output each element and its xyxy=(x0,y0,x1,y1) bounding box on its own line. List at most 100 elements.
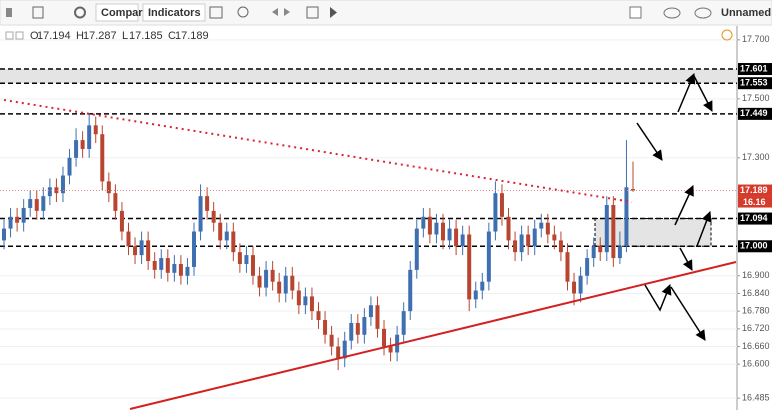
trend-line-solid[interactable] xyxy=(129,261,737,410)
templates-button[interactable] xyxy=(209,6,223,19)
candle-body xyxy=(513,240,518,253)
price-zone xyxy=(0,69,737,84)
y-tick-label: 16.720 xyxy=(742,323,770,333)
candle-body xyxy=(231,231,236,253)
candle-body xyxy=(106,181,111,194)
candle-body xyxy=(493,193,498,232)
legend-toggle[interactable] xyxy=(5,31,14,40)
candle-body xyxy=(270,269,275,282)
candle-body xyxy=(250,255,255,276)
replay-button[interactable] xyxy=(330,7,337,18)
ohlc-value: 17.185 xyxy=(129,30,163,42)
countdown-label: 16.16 xyxy=(743,197,766,207)
arrow[interactable] xyxy=(636,122,663,161)
candle-body xyxy=(277,281,282,294)
candle-body xyxy=(244,255,249,264)
level-label: 17.449 xyxy=(740,108,768,118)
level-label: 17.601 xyxy=(740,63,768,73)
level-label: 17.000 xyxy=(740,241,768,251)
fullscreen-button[interactable] xyxy=(306,6,319,19)
candle-body xyxy=(15,216,20,223)
candle-body xyxy=(624,187,629,247)
arrow[interactable] xyxy=(679,247,693,271)
candle-body xyxy=(34,199,39,211)
ohlc-value: 17.287 xyxy=(83,30,117,42)
y-tick-label: 16.600 xyxy=(742,359,770,369)
candle-body xyxy=(506,216,511,241)
legend-toggle[interactable] xyxy=(15,31,24,40)
candle-body xyxy=(467,234,472,300)
candle-body xyxy=(133,246,138,256)
layout-name[interactable]: Unnamed xyxy=(721,7,771,19)
level-label-bg xyxy=(738,63,772,76)
candle-body xyxy=(74,140,79,158)
candle-body xyxy=(617,246,622,259)
arrow[interactable] xyxy=(644,284,672,312)
indicators-button[interactable] xyxy=(142,3,206,22)
arrow[interactable] xyxy=(670,286,706,341)
level-label-bg xyxy=(738,212,772,225)
candle-body xyxy=(473,290,478,300)
candle-body xyxy=(146,240,151,262)
level-label-bg xyxy=(738,107,772,120)
ohlc-value: 17.189 xyxy=(175,30,209,42)
arrow[interactable] xyxy=(674,185,694,226)
ohlc-legend: O17.194 H 17.287 L 17.185 C 17.189 xyxy=(30,30,209,42)
candle-body xyxy=(290,275,295,291)
candle-body xyxy=(480,281,485,291)
candle-body xyxy=(427,216,432,235)
chart-style-button[interactable] xyxy=(32,6,44,19)
compare-label: Compare xyxy=(101,7,149,19)
candle-body xyxy=(309,296,314,312)
level-label: 17.553 xyxy=(740,78,768,88)
candle-body xyxy=(257,275,262,288)
last-price-bg xyxy=(738,184,772,197)
candle-body xyxy=(519,234,524,253)
candle-body xyxy=(67,157,72,176)
candles xyxy=(0,113,737,371)
candle-body xyxy=(552,234,557,241)
indicators-label: Indicators xyxy=(148,7,201,19)
trend-line-dotted[interactable] xyxy=(3,99,633,203)
arrow[interactable] xyxy=(693,75,713,112)
arrow[interactable] xyxy=(677,73,696,113)
candle-body xyxy=(47,187,52,197)
undo-redo-buttons[interactable] xyxy=(272,8,290,16)
alert-button[interactable] xyxy=(237,6,249,18)
candle-body xyxy=(28,199,33,208)
settings-button[interactable] xyxy=(74,6,86,19)
candle-body xyxy=(264,269,269,288)
arrow[interactable] xyxy=(696,211,712,247)
candle-body xyxy=(41,196,46,211)
y-tick-label: 17.500 xyxy=(742,93,770,103)
interval-button[interactable] xyxy=(6,8,12,17)
countdown-bg xyxy=(738,196,772,208)
arrows xyxy=(636,73,713,341)
candle-body xyxy=(192,231,197,267)
candle-body xyxy=(152,261,157,270)
candle-body xyxy=(211,210,216,223)
candle-body xyxy=(316,311,321,321)
level-label-bg xyxy=(738,240,772,253)
candle-body xyxy=(93,125,98,135)
color-button[interactable] xyxy=(629,6,642,19)
candle-body xyxy=(198,196,203,232)
candle-body xyxy=(165,258,170,273)
candle-body xyxy=(486,231,491,282)
compare-button[interactable] xyxy=(95,3,139,22)
save-button[interactable] xyxy=(694,7,712,19)
candle-body xyxy=(113,193,118,211)
candle-body xyxy=(454,228,459,247)
y-tick-label: 16.840 xyxy=(742,288,770,298)
candle-body xyxy=(434,222,439,235)
info-icon[interactable] xyxy=(721,29,733,41)
candle-body xyxy=(218,222,223,241)
candle-body xyxy=(185,266,190,276)
candle-body xyxy=(100,134,105,182)
candle-body xyxy=(303,296,308,306)
y-tick-label: 16.485 xyxy=(742,393,770,403)
y-tick-label: 16.780 xyxy=(742,306,770,316)
load-button[interactable] xyxy=(663,7,681,19)
candle-body xyxy=(205,196,210,211)
y-tick-label: 17.300 xyxy=(742,152,770,162)
